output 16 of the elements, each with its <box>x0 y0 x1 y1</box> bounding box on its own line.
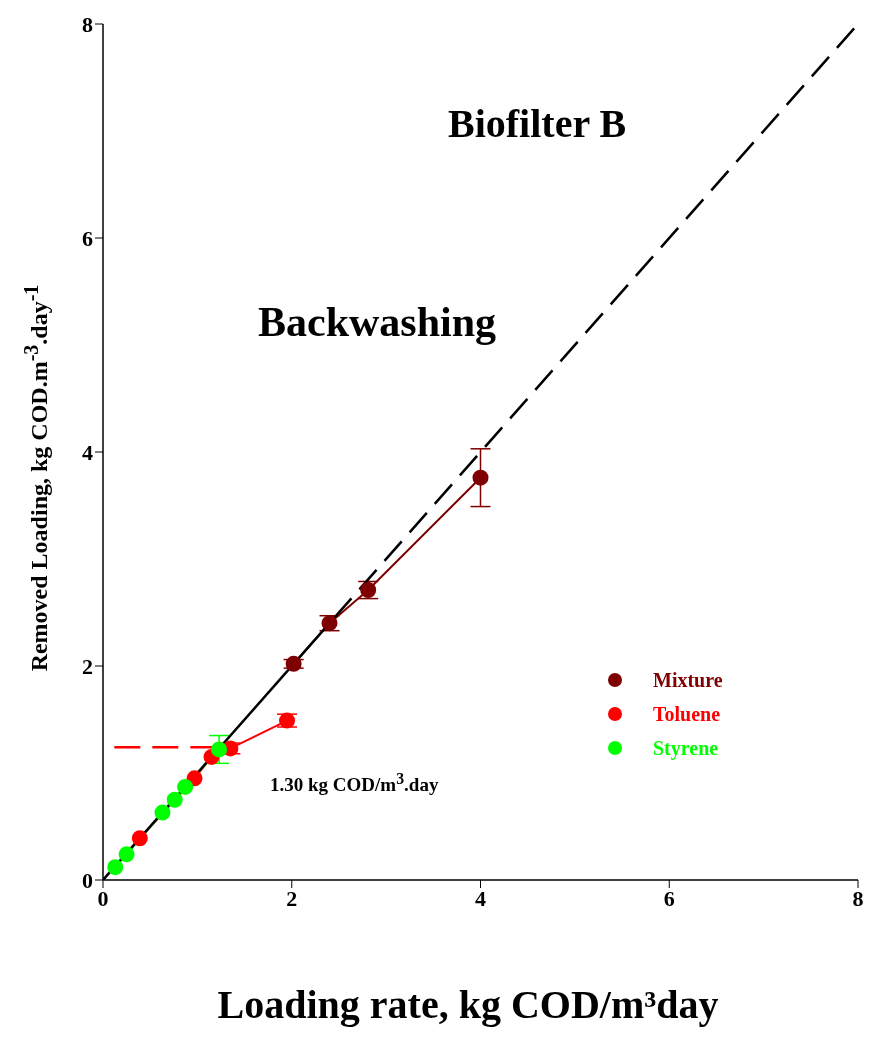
y-tick-label: 0 <box>82 867 93 893</box>
y-tick-label: 6 <box>82 225 93 251</box>
x-tick-label: 8 <box>852 885 864 911</box>
y-tick-label: 2 <box>82 653 93 679</box>
legend-label: Styrene <box>653 736 719 760</box>
x-tick-label: 2 <box>286 885 298 911</box>
text: Biofilter B <box>448 100 627 147</box>
legend-label: Mixture <box>653 668 723 692</box>
annotation: Backwashing <box>258 298 497 346</box>
x-axis-title: Loading rate, kg COD/m³day <box>216 982 720 1027</box>
x-tick-label: 6 <box>663 885 675 911</box>
annotation: 1.30 kg COD/m$^{3}$.day <box>270 770 439 797</box>
y-tick-label: 4 <box>82 439 93 465</box>
legend-label: Toluene <box>653 702 721 726</box>
x-tick-label: 4 <box>475 885 486 911</box>
y-tick-label: 8 <box>82 11 93 37</box>
